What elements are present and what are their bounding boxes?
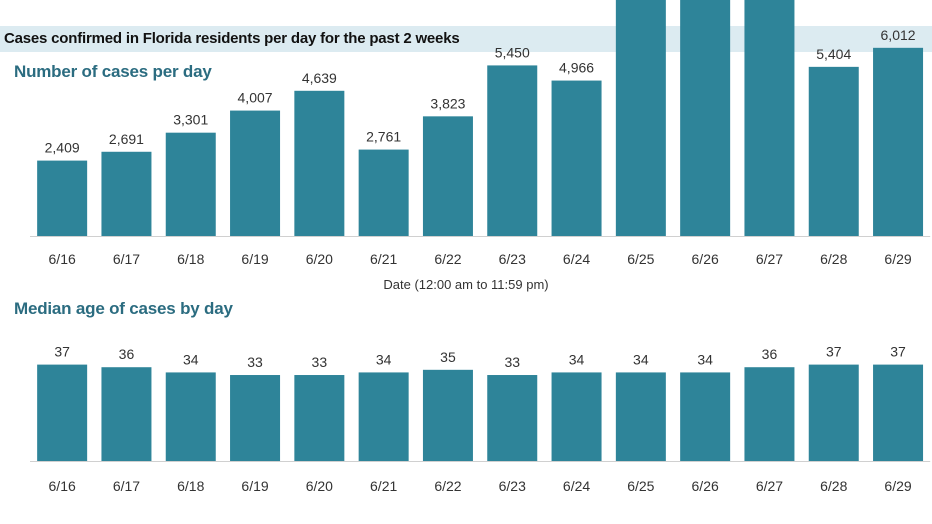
x-tick-label: 6/22 bbox=[434, 478, 461, 494]
median-age-chart: 37 6/16 36 6/17 34 6/18 33 6/19 33 6/20 34 6/21 35 6/… bbox=[30, 344, 931, 494]
data-label: 5,404 bbox=[816, 46, 851, 62]
x-tick-label: 6/18 bbox=[177, 478, 204, 494]
data-label: 3,823 bbox=[430, 95, 465, 111]
bar bbox=[37, 160, 88, 236]
bar bbox=[422, 369, 473, 461]
data-label: 33 bbox=[504, 354, 520, 370]
data-label: 34 bbox=[569, 351, 585, 367]
data-label: 37 bbox=[890, 344, 906, 360]
cases-per-day-chart: 2,409 6/16 2,691 6/17 3,301 6/18 4,007 6/19 4,63… bbox=[30, 0, 931, 267]
x-tick-label: 6/16 bbox=[49, 478, 76, 494]
x-tick-label: 6/21 bbox=[370, 251, 397, 267]
x-tick-label: 6/24 bbox=[563, 478, 590, 494]
bar bbox=[101, 367, 152, 461]
data-label: 34 bbox=[697, 351, 713, 367]
cases-chart-x-axis-title: Date (12:00 am to 11:59 pm) bbox=[383, 277, 549, 292]
data-label: 4,966 bbox=[559, 60, 594, 76]
x-tick-label: 6/17 bbox=[113, 478, 140, 494]
cases-chart-title: Number of cases per day bbox=[14, 62, 212, 81]
x-tick-label: 6/22 bbox=[434, 251, 461, 267]
bar bbox=[551, 80, 602, 236]
bar bbox=[487, 65, 538, 236]
x-tick-label: 6/28 bbox=[820, 251, 847, 267]
bar bbox=[358, 149, 409, 236]
x-tick-label: 6/18 bbox=[177, 251, 204, 267]
x-tick-label: 6/27 bbox=[756, 251, 783, 267]
banner-title: Cases confirmed in Florida residents per… bbox=[4, 30, 460, 47]
bar bbox=[294, 375, 345, 461]
x-tick-label: 6/16 bbox=[49, 251, 76, 267]
x-tick-label: 6/26 bbox=[692, 478, 719, 494]
x-tick-label: 6/19 bbox=[241, 251, 268, 267]
x-tick-label: 6/17 bbox=[113, 251, 140, 267]
bar bbox=[37, 364, 88, 461]
median-age-chart-title: Median age of cases by day bbox=[14, 299, 233, 318]
x-tick-label: 6/24 bbox=[563, 251, 590, 267]
data-label: 34 bbox=[633, 351, 649, 367]
bar bbox=[294, 90, 345, 236]
bar bbox=[808, 66, 859, 236]
x-tick-label: 6/27 bbox=[756, 478, 783, 494]
data-label: 4,007 bbox=[238, 90, 273, 106]
data-label: 34 bbox=[376, 351, 392, 367]
bar bbox=[101, 151, 152, 236]
data-label: 5,450 bbox=[495, 44, 530, 60]
bar bbox=[680, 372, 731, 461]
x-tick-label: 6/20 bbox=[306, 251, 333, 267]
data-label: 2,761 bbox=[366, 129, 401, 145]
x-tick-label: 6/29 bbox=[884, 478, 911, 494]
bar bbox=[358, 372, 409, 461]
x-tick-label: 6/23 bbox=[499, 251, 526, 267]
data-label: 2,691 bbox=[109, 131, 144, 147]
bar bbox=[422, 116, 473, 236]
data-label: 3,301 bbox=[173, 112, 208, 128]
bar bbox=[680, 0, 731, 236]
data-label: 6,012 bbox=[881, 27, 916, 43]
x-tick-label: 6/25 bbox=[627, 251, 654, 267]
data-label: 35 bbox=[440, 349, 456, 365]
data-label: 2,409 bbox=[45, 140, 80, 156]
x-tick-label: 6/21 bbox=[370, 478, 397, 494]
data-label: 4,639 bbox=[302, 70, 337, 86]
data-label: 33 bbox=[312, 354, 328, 370]
x-tick-label: 6/25 bbox=[627, 478, 654, 494]
bar bbox=[165, 132, 216, 236]
bar bbox=[744, 0, 795, 236]
x-tick-label: 6/29 bbox=[884, 251, 911, 267]
bar bbox=[165, 372, 216, 461]
bar bbox=[808, 364, 859, 461]
data-label: 37 bbox=[54, 344, 70, 360]
x-tick-label: 6/26 bbox=[692, 251, 719, 267]
x-tick-label: 6/19 bbox=[241, 478, 268, 494]
data-label: 37 bbox=[826, 344, 842, 360]
data-label: 34 bbox=[183, 351, 199, 367]
bar bbox=[873, 364, 924, 461]
x-tick-label: 6/20 bbox=[306, 478, 333, 494]
bar bbox=[487, 375, 538, 461]
bar bbox=[551, 372, 602, 461]
bar bbox=[230, 375, 281, 461]
data-label: 33 bbox=[247, 354, 263, 370]
data-label: 36 bbox=[119, 346, 135, 362]
data-label: 36 bbox=[762, 346, 778, 362]
bar bbox=[615, 0, 666, 236]
x-tick-label: 6/23 bbox=[499, 478, 526, 494]
bar bbox=[230, 110, 281, 236]
bar bbox=[744, 367, 795, 461]
x-tick-label: 6/28 bbox=[820, 478, 847, 494]
bar bbox=[615, 372, 666, 461]
bar bbox=[873, 47, 924, 236]
